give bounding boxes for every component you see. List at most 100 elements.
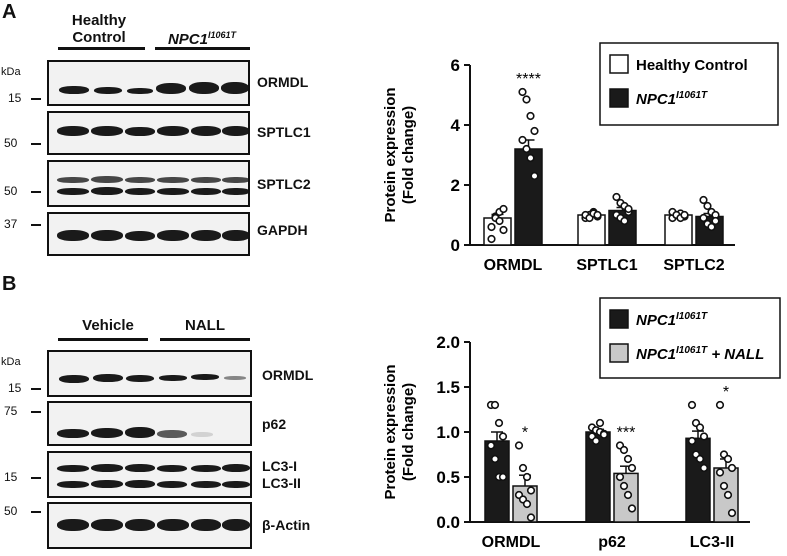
data-point <box>699 463 709 473</box>
data-point <box>591 436 601 446</box>
y-tick-label: 0 <box>451 236 460 255</box>
marker-50-b: 50 <box>4 184 18 198</box>
y-axis-label: Protein expression <box>382 87 399 222</box>
data-point <box>593 212 602 221</box>
data-point <box>591 426 601 435</box>
data-point <box>589 209 598 218</box>
data-point <box>522 95 531 104</box>
data-point <box>672 210 681 220</box>
data-point <box>526 111 535 121</box>
data-point <box>624 204 633 214</box>
blot-sptlc2 <box>47 160 250 207</box>
x-tick-label: SPTLC2 <box>663 257 724 274</box>
data-point <box>587 423 597 432</box>
data-point <box>668 207 677 217</box>
data-point <box>522 499 532 509</box>
y-tick-label: 4 <box>451 116 461 135</box>
x-tick-label: LC3-II <box>690 534 734 551</box>
y-tick-label: 2.0 <box>436 333 460 352</box>
data-point <box>494 418 504 428</box>
x-tick-label: ORMDL <box>484 257 543 274</box>
data-point <box>707 207 716 217</box>
group-bar-vehicle <box>58 338 148 341</box>
data-point <box>518 87 527 97</box>
data-point <box>595 418 605 428</box>
data-point <box>715 400 725 410</box>
group-bar-nall <box>160 338 250 341</box>
data-point <box>687 400 697 410</box>
data-point <box>490 454 500 464</box>
bar <box>695 215 724 246</box>
protein-label-ormdl-b: ORMDL <box>262 367 314 383</box>
data-point <box>623 490 633 500</box>
data-point <box>691 450 701 459</box>
data-point <box>599 430 609 439</box>
data-point <box>491 212 500 221</box>
data-point <box>491 213 500 223</box>
bar <box>608 209 637 246</box>
marker-50-c: 50 <box>4 504 18 518</box>
marker-15-b: 15 <box>8 381 22 395</box>
data-point <box>699 213 708 223</box>
protein-label-gapdh: GAPDH <box>257 222 308 238</box>
data-point <box>495 207 504 217</box>
y-axis-label: (Fold change) <box>400 106 417 204</box>
data-point <box>699 195 708 205</box>
data-point <box>723 490 733 500</box>
data-point <box>581 210 590 220</box>
data-point <box>727 463 737 473</box>
significance-label: *** <box>617 425 636 442</box>
bar <box>613 472 639 523</box>
data-point <box>522 472 532 482</box>
data-point <box>490 400 500 410</box>
group-bar-healthy-control <box>58 47 145 50</box>
group-label-npc1: NPC1I1061T <box>167 30 237 48</box>
data-point <box>518 135 527 145</box>
y-tick-label: 1.5 <box>436 378 460 397</box>
bar <box>713 467 739 523</box>
data-point <box>695 423 705 432</box>
significance-label: * <box>522 425 528 442</box>
data-point <box>486 400 496 410</box>
data-point <box>599 429 609 438</box>
y-tick-label: 0.5 <box>436 468 460 487</box>
y-tick-label: 2 <box>451 176 460 195</box>
data-point <box>727 508 737 518</box>
data-point <box>526 486 536 495</box>
data-point <box>526 153 535 163</box>
data-point <box>699 432 709 441</box>
data-point <box>530 126 539 136</box>
protein-label-sptlc1: SPTLC1 <box>257 124 311 140</box>
data-point <box>499 204 508 214</box>
data-point <box>514 490 524 500</box>
y-axis-label: Protein expression <box>382 364 399 499</box>
data-point <box>687 436 697 446</box>
bar <box>577 214 606 246</box>
data-point <box>486 441 496 450</box>
bar <box>585 431 611 523</box>
legend-swatch <box>609 343 629 363</box>
legend-label: NPC1I1061T <box>636 311 708 329</box>
data-point <box>616 198 625 208</box>
kda-label-b: kDa <box>1 356 21 368</box>
blot-p62 <box>47 401 252 446</box>
data-point <box>498 432 508 441</box>
bar <box>484 440 510 523</box>
panel-letter-a: A <box>2 1 17 23</box>
bar <box>685 437 711 523</box>
data-point <box>518 463 528 473</box>
group-label-text: Healthy Control <box>71 12 127 46</box>
x-tick-label: ORMDL <box>482 534 541 551</box>
marker-37: 37 <box>4 217 18 231</box>
data-point <box>719 450 729 459</box>
bar <box>514 148 543 246</box>
marker-50: 50 <box>4 136 18 150</box>
significance-label: * <box>723 384 729 401</box>
bar <box>664 214 693 246</box>
data-point <box>487 234 496 244</box>
data-point <box>498 472 508 482</box>
group-bar-npc1 <box>155 47 250 50</box>
protein-label-sptlc2: SPTLC2 <box>257 176 311 192</box>
data-point <box>499 225 508 235</box>
y-tick-label: 1.0 <box>436 423 460 442</box>
